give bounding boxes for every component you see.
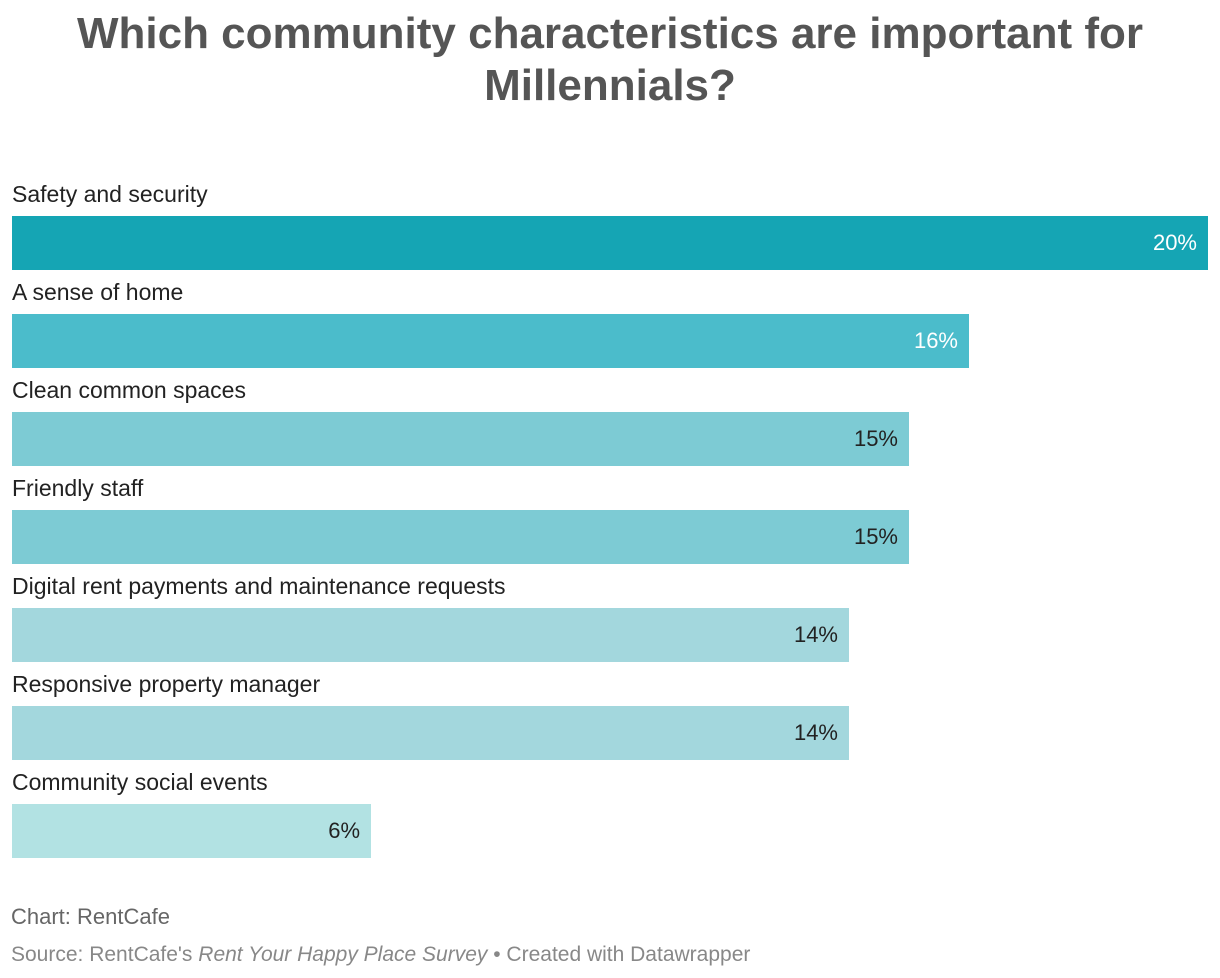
bar: 15% xyxy=(12,412,909,466)
chart-row: A sense of home 16% xyxy=(12,274,1208,372)
category-label: Responsive property manager xyxy=(12,671,321,697)
bar-value-label: 20% xyxy=(1152,230,1197,255)
source-survey-title: Rent Your Happy Place Survey xyxy=(198,943,488,966)
bar: 15% xyxy=(12,510,909,564)
bar-value-label: 16% xyxy=(913,328,958,353)
bar: 16% xyxy=(12,314,969,368)
bar-value-label: 15% xyxy=(853,524,898,549)
category-label: Clean common spaces xyxy=(12,377,246,403)
chart-row: Friendly staff 15% xyxy=(12,470,1208,568)
bar-chart: Safety and security 20% A sense of home 16%… xyxy=(12,176,1208,862)
category-label: Safety and security xyxy=(12,181,208,207)
chart-row: Digital rent payments and maintenance re… xyxy=(12,568,1208,666)
chart-row: Community social events 6% xyxy=(12,764,1208,862)
category-label: A sense of home xyxy=(12,279,184,305)
chart-title: Which community characteristics are impo… xyxy=(76,9,1144,110)
category-label: Friendly staff xyxy=(12,475,144,501)
chart-row: Responsive property manager 14% xyxy=(12,666,1208,764)
bar: 20% xyxy=(12,216,1208,270)
bar: 14% xyxy=(12,706,849,760)
bar-value-label: 6% xyxy=(328,818,360,843)
bar-value-label: 15% xyxy=(853,426,898,451)
source-line: Source: RentCafe's Rent Your Happy Place… xyxy=(11,940,750,970)
source-prefix: Source: RentCafe's xyxy=(11,943,193,966)
category-label: Digital rent payments and maintenance re… xyxy=(12,573,506,599)
bar: 14% xyxy=(12,608,849,662)
chart-row: Clean common spaces 15% xyxy=(12,372,1208,470)
source-suffix: • Created with Datawrapper xyxy=(493,943,751,966)
bar-value-label: 14% xyxy=(793,622,838,647)
bar-value-label: 14% xyxy=(793,720,838,745)
bar: 6% xyxy=(12,804,371,858)
category-label: Community social events xyxy=(12,769,268,795)
chart-credit: Chart: RentCafe xyxy=(11,904,170,929)
chart-row: Safety and security 20% xyxy=(12,176,1208,274)
